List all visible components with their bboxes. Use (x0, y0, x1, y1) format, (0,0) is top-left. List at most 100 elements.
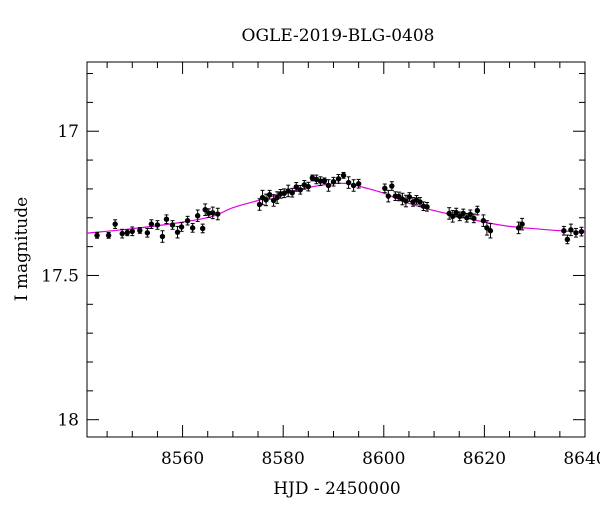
data-marker (274, 194, 280, 201)
data-marker (159, 233, 166, 240)
x-tick-label: 8620 (463, 449, 506, 469)
data-point (159, 230, 166, 243)
data-marker (350, 182, 357, 189)
data-marker (471, 215, 477, 222)
data-marker (453, 209, 459, 216)
data-point (406, 192, 413, 202)
data-point (317, 176, 324, 186)
data-marker (263, 197, 269, 203)
data-marker (385, 193, 392, 199)
data-point (471, 213, 477, 224)
data-marker (480, 217, 487, 224)
data-point (189, 223, 196, 233)
data-point (129, 226, 135, 237)
data-point (206, 208, 212, 218)
data-point (210, 206, 216, 220)
x-tick-label: 8560 (161, 449, 204, 469)
data-point (305, 181, 312, 192)
data-marker (289, 189, 295, 196)
data-point (330, 176, 337, 187)
data-point (137, 227, 143, 234)
data-marker (184, 217, 191, 224)
data-point (202, 203, 208, 216)
data-marker (206, 210, 212, 216)
chart-title: OGLE-2019-BLG-0408 (242, 26, 435, 46)
data-marker (561, 228, 567, 234)
data-point (561, 225, 567, 236)
data-marker (178, 224, 185, 230)
data-marker (215, 211, 221, 217)
data-point (474, 205, 481, 216)
data-point (163, 214, 170, 225)
data-marker (317, 178, 324, 184)
data-point (266, 189, 273, 200)
data-marker (313, 176, 320, 183)
data-point (453, 207, 459, 218)
data-marker (154, 222, 161, 228)
data-point (335, 174, 342, 184)
data-point (112, 219, 118, 229)
data-marker (281, 190, 287, 196)
data-point (274, 191, 280, 204)
data-point (313, 174, 320, 185)
data-marker (105, 232, 112, 239)
tick-labels: 8560 8580 8600 8620 8640 17 17.5 18 (41, 122, 600, 469)
y-tick-label: 17 (57, 122, 79, 142)
data-point (148, 219, 155, 229)
data-marker (194, 213, 201, 219)
data-marker (285, 188, 291, 194)
data-marker (467, 211, 474, 218)
data-point (325, 179, 332, 192)
data-points-layer (94, 171, 585, 245)
plot-area (86, 61, 586, 438)
data-point (385, 189, 392, 203)
data-marker (305, 183, 312, 190)
data-point (256, 198, 263, 211)
data-point (119, 228, 125, 239)
data-marker (389, 183, 395, 189)
data-point (515, 221, 522, 235)
data-marker (256, 201, 263, 208)
data-marker (325, 182, 332, 189)
data-point (124, 229, 130, 237)
data-marker (564, 236, 571, 243)
data-marker (119, 230, 125, 237)
data-marker (578, 228, 585, 235)
data-point (144, 227, 151, 238)
model-curve-layer (86, 182, 586, 234)
data-marker (515, 225, 522, 231)
data-point (345, 176, 352, 189)
data-point (289, 187, 295, 198)
data-point (355, 178, 362, 189)
data-point (382, 183, 388, 194)
data-marker (340, 172, 347, 179)
data-marker (406, 194, 413, 200)
data-marker (297, 187, 303, 193)
data-point (94, 231, 100, 239)
data-marker (417, 199, 423, 205)
data-marker (174, 229, 181, 235)
data-point (169, 220, 176, 230)
data-marker (94, 232, 100, 239)
data-marker (382, 185, 388, 192)
data-point (301, 180, 308, 190)
data-marker (199, 225, 206, 232)
data-marker (464, 215, 470, 221)
data-marker (345, 179, 352, 186)
data-marker (355, 181, 362, 187)
data-point (340, 171, 347, 179)
data-point (487, 223, 494, 239)
data-point (105, 231, 112, 239)
data-point (285, 184, 291, 198)
data-marker (460, 210, 466, 217)
data-marker (568, 227, 574, 233)
data-marker (163, 216, 170, 222)
data-point (389, 181, 395, 191)
data-marker (137, 227, 143, 234)
data-point (350, 179, 357, 192)
data-point (199, 223, 206, 234)
data-marker (321, 178, 328, 184)
data-marker (519, 221, 525, 227)
data-point (281, 188, 287, 199)
